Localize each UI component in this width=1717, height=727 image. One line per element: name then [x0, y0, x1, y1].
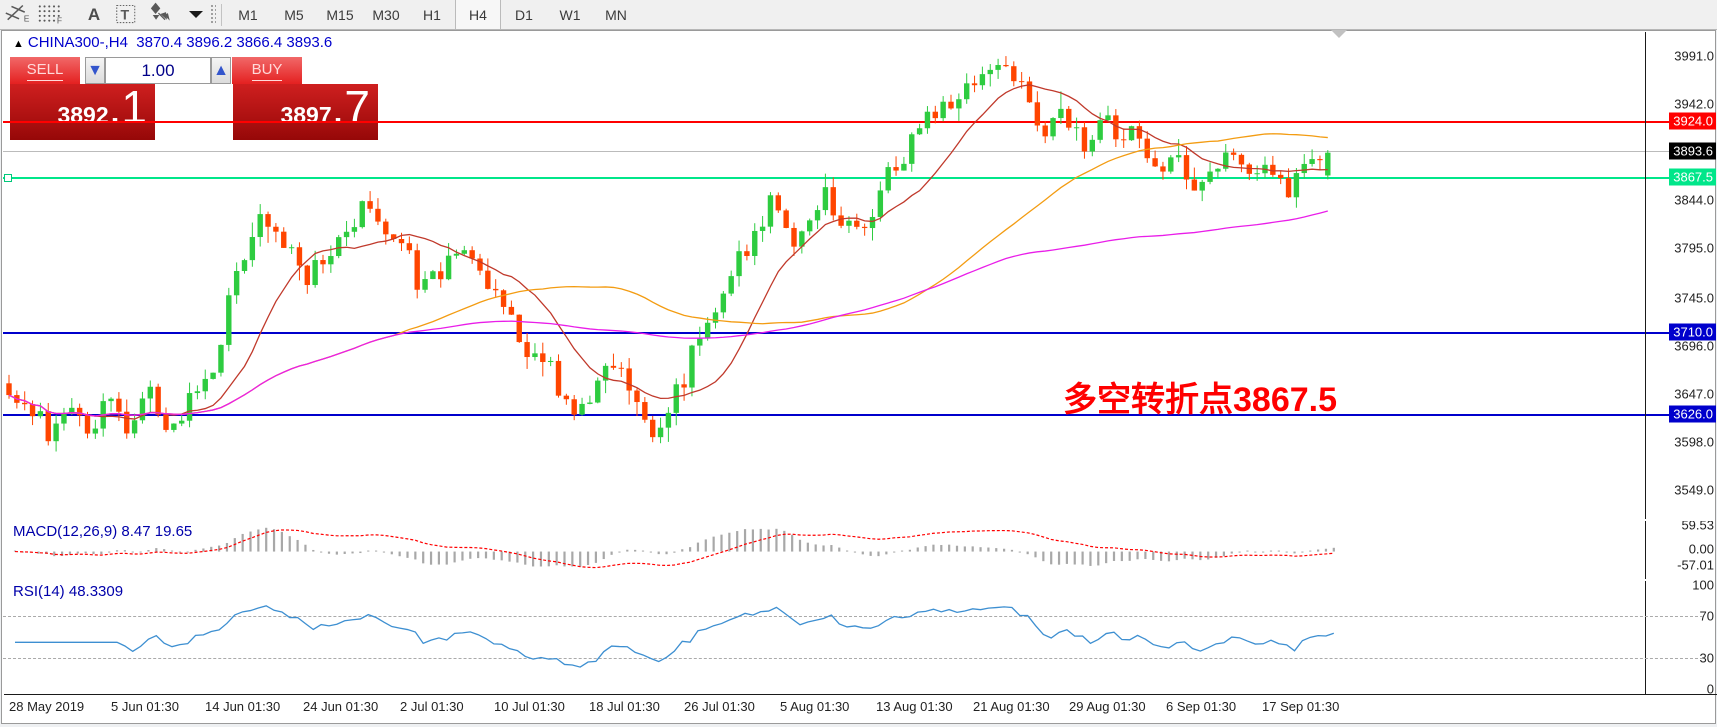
svg-text:T: T [121, 8, 130, 24]
svg-text:E: E [24, 14, 30, 24]
svg-text:F: F [57, 16, 62, 26]
